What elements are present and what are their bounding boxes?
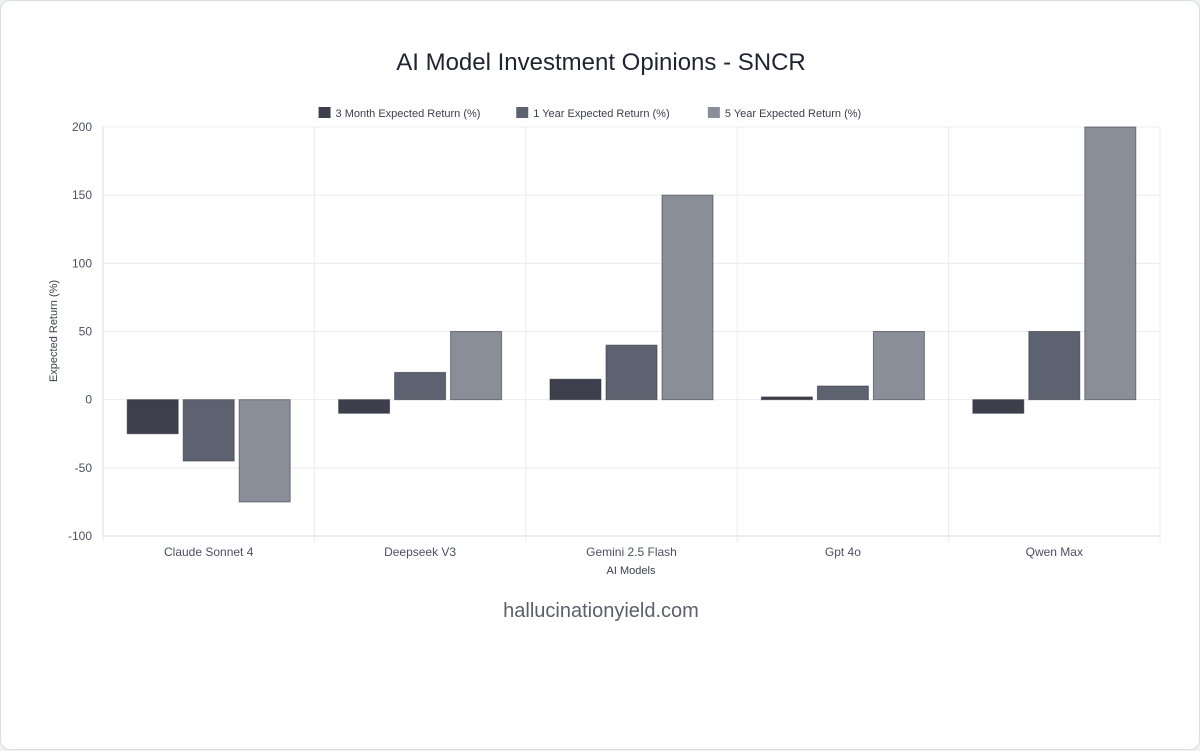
- bar-2-0: [549, 378, 602, 401]
- x-tick-label: Gpt 4o: [825, 545, 861, 559]
- y-tick-label: 200: [72, 120, 92, 134]
- y-tick-label: 150: [72, 188, 92, 202]
- x-tick-label: Gemini 2.5 Flash: [586, 545, 677, 559]
- bar-3-0: [760, 396, 813, 401]
- x-axis-ticks: Claude Sonnet 4 Deepseek V3 Gemini 2.5 Fla…: [164, 545, 1083, 559]
- x-tick-label: Deepseek V3: [384, 545, 456, 559]
- x-axis-title: AI Models: [607, 565, 656, 577]
- bar-4-0: [972, 399, 1025, 414]
- bar-0-0: [126, 399, 179, 435]
- y-axis-title: Expected Return (%): [48, 280, 60, 382]
- watermark-text: hallucinationyield.com: [503, 600, 699, 622]
- legend-swatch: [516, 107, 529, 118]
- x-tick-label: Claude Sonnet 4: [164, 545, 254, 559]
- y-tick-label: -50: [75, 461, 93, 475]
- bar-1-2: [450, 331, 503, 401]
- y-tick-label: 100: [72, 256, 92, 270]
- chart-bars: [126, 126, 1137, 503]
- bar-1-0: [338, 399, 391, 414]
- y-tick-label: 50: [79, 325, 93, 339]
- bar-0-1: [182, 399, 235, 462]
- chart-title: AI Model Investment Opinions - SNCR: [396, 49, 806, 76]
- y-tick-label: -100: [68, 529, 92, 543]
- bar-3-1: [816, 385, 869, 401]
- bar-3-2: [872, 331, 925, 401]
- chart-legend: 3 Month Expected Return (%) 1 Year Expect…: [318, 107, 861, 120]
- bar-4-1: [1028, 331, 1081, 401]
- legend-label: 1 Year Expected Return (%): [533, 108, 669, 120]
- legend-swatch: [707, 107, 720, 118]
- bar-1-1: [394, 371, 447, 401]
- bar-2-2: [661, 194, 714, 401]
- legend-label: 5 Year Expected Return (%): [725, 108, 861, 120]
- y-axis-ticks: -100 -50 0 50 100 150 200: [68, 120, 92, 543]
- x-tick-label: Qwen Max: [1026, 545, 1083, 559]
- bar-0-2: [238, 399, 291, 503]
- bar-4-2: [1084, 126, 1137, 401]
- legend-swatch: [318, 107, 331, 118]
- bar-2-1: [605, 344, 658, 401]
- y-tick-label: 0: [85, 393, 92, 407]
- legend-label: 3 Month Expected Return (%): [336, 108, 481, 120]
